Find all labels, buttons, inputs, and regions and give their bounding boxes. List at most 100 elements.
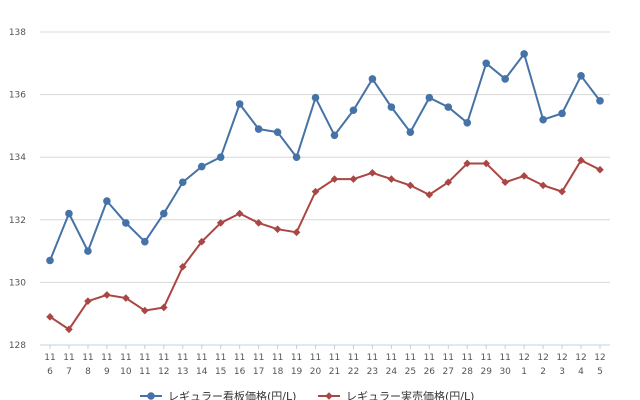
x-tick-label-day: 7 bbox=[66, 367, 72, 377]
x-tick-label-month: 11 bbox=[462, 353, 473, 363]
x-tick-label-month: 11 bbox=[82, 353, 93, 363]
x-tick-label-month: 12 bbox=[537, 353, 548, 363]
x-tick-label-month: 12 bbox=[594, 353, 605, 363]
data-point bbox=[84, 297, 92, 305]
y-axis-ticks: 128 130 132 134 136 138 bbox=[9, 28, 26, 351]
series-1 bbox=[46, 50, 604, 265]
legend-marker bbox=[147, 392, 155, 400]
x-tick-label-month: 11 bbox=[44, 353, 55, 363]
x-tick-label-day: 2 bbox=[540, 367, 546, 377]
x-axis-ticks: 1161171181191110111111121113111411151116… bbox=[44, 345, 606, 377]
x-tick-label-day: 4 bbox=[578, 367, 584, 377]
x-tick-label-month: 11 bbox=[215, 353, 226, 363]
x-tick-label-day: 21 bbox=[329, 367, 340, 377]
data-point bbox=[330, 175, 339, 183]
y-tick-label: 128 bbox=[9, 341, 26, 351]
x-tick-label-month: 11 bbox=[234, 353, 245, 363]
x-tick-label-month: 11 bbox=[120, 353, 131, 363]
x-tick-label-month: 11 bbox=[291, 353, 302, 363]
x-tick-label-day: 29 bbox=[480, 367, 492, 377]
data-point bbox=[273, 225, 282, 233]
data-point bbox=[596, 165, 604, 174]
data-point bbox=[482, 159, 491, 168]
x-tick-label-month: 12 bbox=[575, 353, 586, 363]
data-point bbox=[197, 237, 206, 246]
x-tick-label-day: 8 bbox=[85, 367, 91, 377]
data-point bbox=[349, 106, 358, 115]
legend-item-2: レギュラー実売価格(円/L) bbox=[318, 389, 474, 400]
series-2 bbox=[46, 156, 604, 334]
x-tick-label-month: 11 bbox=[177, 353, 188, 363]
x-tick-label-month: 11 bbox=[405, 353, 416, 363]
x-tick-label-day: 22 bbox=[348, 367, 359, 377]
x-tick-label-month: 11 bbox=[272, 353, 283, 363]
legend-label: レギュラー看板価格(円/L) bbox=[168, 389, 296, 400]
data-point bbox=[311, 93, 320, 102]
data-point bbox=[122, 219, 130, 227]
data-point bbox=[103, 197, 111, 205]
x-tick-label-day: 10 bbox=[120, 367, 132, 377]
data-point bbox=[463, 159, 472, 168]
x-tick-label-day: 15 bbox=[215, 367, 226, 377]
series-line bbox=[49, 159, 601, 331]
data-point bbox=[65, 209, 73, 218]
legend-label: レギュラー実売価格(円/L) bbox=[346, 389, 474, 400]
data-point bbox=[349, 175, 358, 183]
x-tick-label-month: 11 bbox=[310, 353, 321, 363]
data-point bbox=[577, 156, 585, 165]
data-point bbox=[482, 59, 491, 68]
y-tick-label: 130 bbox=[9, 278, 26, 288]
data-point bbox=[539, 181, 547, 190]
data-point bbox=[463, 118, 472, 127]
x-tick-label-month: 12 bbox=[518, 353, 529, 363]
x-tick-label-month: 11 bbox=[499, 353, 510, 363]
y-tick-label: 134 bbox=[9, 153, 26, 163]
data-point bbox=[254, 219, 263, 227]
x-tick-label-month: 11 bbox=[253, 353, 264, 363]
data-point bbox=[292, 228, 301, 237]
data-point bbox=[520, 172, 528, 180]
x-tick-label-day: 6 bbox=[47, 367, 53, 377]
x-tick-label-day: 24 bbox=[386, 367, 398, 377]
data-point bbox=[141, 306, 149, 315]
series-line bbox=[49, 51, 601, 261]
data-point bbox=[178, 178, 187, 187]
data-point bbox=[46, 313, 54, 321]
x-tick-label-month: 11 bbox=[63, 353, 74, 363]
x-tick-label-day: 19 bbox=[291, 367, 303, 377]
x-tick-label-day: 28 bbox=[462, 367, 474, 377]
legend: レギュラー看板価格(円/L) レギュラー実売価格(円/L) bbox=[140, 389, 474, 400]
x-tick-label-day: 3 bbox=[559, 367, 565, 377]
x-tick-label-month: 11 bbox=[480, 353, 491, 363]
x-tick-label-day: 9 bbox=[104, 367, 110, 377]
x-tick-label-month: 11 bbox=[139, 353, 150, 363]
x-tick-label-month: 11 bbox=[443, 353, 454, 363]
data-point bbox=[558, 109, 566, 118]
x-tick-label-day: 30 bbox=[499, 367, 511, 377]
x-tick-label-day: 27 bbox=[443, 367, 454, 377]
x-tick-label-day: 14 bbox=[196, 367, 208, 377]
x-tick-label-month: 11 bbox=[348, 353, 359, 363]
x-tick-label-month: 11 bbox=[329, 353, 340, 363]
data-point bbox=[520, 50, 528, 58]
data-point bbox=[216, 219, 225, 227]
x-tick-label-day: 18 bbox=[272, 367, 284, 377]
data-point bbox=[65, 325, 73, 334]
data-point bbox=[84, 247, 92, 255]
data-point bbox=[178, 262, 187, 271]
data-point bbox=[596, 97, 604, 105]
y-tick-label: 138 bbox=[9, 28, 26, 38]
data-point bbox=[292, 153, 301, 161]
x-tick-label-month: 11 bbox=[196, 353, 207, 363]
data-point bbox=[406, 128, 415, 136]
x-tick-label-day: 13 bbox=[177, 367, 188, 377]
data-point bbox=[558, 187, 566, 196]
data-point bbox=[444, 103, 453, 111]
x-tick-label-day: 25 bbox=[405, 367, 416, 377]
x-tick-label-day: 20 bbox=[310, 367, 322, 377]
data-point bbox=[406, 181, 415, 190]
data-point bbox=[122, 294, 130, 302]
grid-lines bbox=[40, 31, 610, 283]
data-point bbox=[103, 291, 111, 299]
